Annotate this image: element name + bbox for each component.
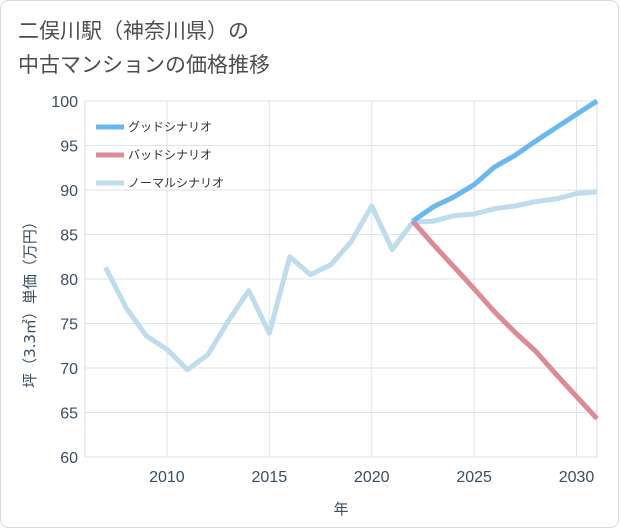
y-tick-label: 80 (60, 272, 78, 289)
x-axis-title: 年 (333, 500, 348, 518)
legend-label-2: バッドシナリオ (128, 148, 212, 162)
series-line-3 (103, 189, 598, 373)
y-axis-title: 坪（3.3㎡）単価（万円） (21, 214, 39, 388)
chart-title-line-2: 中古マンションの価格推移 (18, 53, 270, 77)
y-tick-label: 85 (60, 228, 78, 245)
chart-title-line-1: 二俣川駅（神奈川県）の (18, 19, 249, 43)
y-tick-label: 60 (60, 450, 78, 467)
grid-lines (84, 100, 598, 458)
y-tick-label: 95 (60, 139, 78, 156)
y-tick-label: 75 (60, 317, 78, 334)
x-tick-label: 2030 (559, 469, 595, 486)
y-tick-label: 100 (51, 94, 78, 111)
y-tick-label: 65 (60, 406, 78, 423)
tick-labels: 60 65 70 75 80 85 90 95 100 2010 2015 2020 2025 2030 (51, 94, 594, 486)
series-line-1 (411, 98, 599, 224)
legend-label-1: グッドシナリオ (128, 120, 212, 134)
y-tick-label: 70 (60, 361, 78, 378)
x-tick-label: 2010 (149, 469, 185, 486)
series-lines (103, 98, 599, 421)
series-line-2 (410, 219, 599, 421)
x-tick-label: 2025 (456, 469, 492, 486)
x-tick-label: 2015 (252, 469, 288, 486)
y-tick-label: 90 (60, 183, 78, 200)
x-tick-label: 2020 (354, 469, 390, 486)
chart-title: 二俣川駅（神奈川県）の 中古マンションの価格推移 (18, 14, 270, 82)
legend-label-3: ノーマルシナリオ (128, 176, 224, 190)
